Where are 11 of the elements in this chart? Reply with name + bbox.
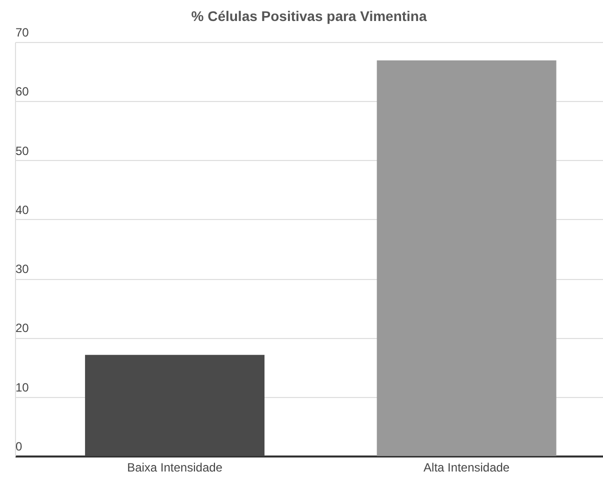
y-tick-label: 70 (16, 26, 30, 40)
y-tick-label: 20 (16, 321, 30, 336)
x-tick-label: Alta Intensidade (424, 460, 510, 474)
y-tick-label: 0 (16, 440, 22, 454)
y-tick-label: 40 (16, 202, 30, 217)
y-tick-label: 60 (16, 84, 30, 99)
y-tick-label: 50 (16, 144, 30, 158)
y-tick-label: 30 (16, 262, 30, 276)
y-tick-label: 10 (16, 380, 30, 394)
x-tick-label: Baixa Intensidade (127, 460, 223, 474)
chart-title: % Células Positivas para Vimentina (191, 8, 427, 24)
